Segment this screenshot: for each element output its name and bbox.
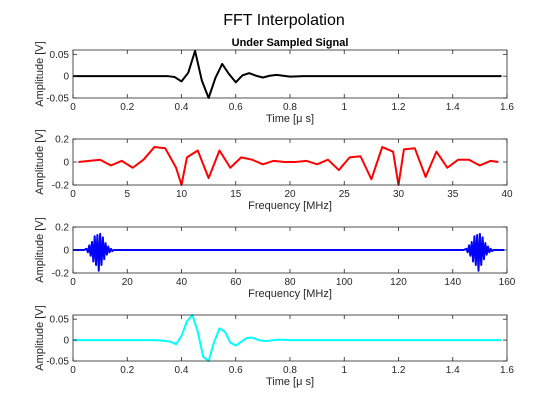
x-tick-label: 25 [339,189,351,200]
series-line-1 [73,49,502,99]
x-tick-label: 140 [444,277,461,288]
x-tick-label: 100 [336,277,353,288]
x-tick-label: 40 [501,189,513,200]
x-tick-label: 1.6 [500,365,514,376]
y-tick-label: 0 [63,336,69,347]
plot-area [73,50,507,98]
x-tick-label: 120 [390,277,407,288]
x-tick-label: 0.8 [283,365,297,376]
figure-title: FFT Interpolation [223,12,345,29]
x-tick-label: 30 [393,189,405,200]
y-tick-label: 0.05 [50,315,70,326]
y-tick-label: 0.2 [55,223,69,234]
x-tick-label: 80 [284,277,296,288]
x-tick-label: 35 [447,189,459,200]
x-tick-label: 1.4 [446,365,460,376]
y-tick-label: -0.05 [46,94,69,105]
x-tick-label: 0 [70,189,76,200]
series-line-1 [78,146,499,186]
y-axis-label: Amplitude [V] [34,41,46,106]
x-axis-label: Time [μ s] [266,113,314,125]
y-tick-label: -0.05 [46,357,69,368]
x-tick-label: 0.2 [120,365,134,376]
x-tick-label: 1.4 [446,102,460,113]
x-tick-label: 1.6 [500,102,514,113]
x-tick-label: 0.4 [175,365,189,376]
x-tick-label: 1 [341,365,347,376]
x-tick-label: 0 [70,102,76,113]
x-tick-label: 0.2 [120,102,134,113]
y-tick-label: 0 [63,72,69,83]
x-tick-label: 0.4 [175,102,189,113]
y-tick-label: 0.2 [55,135,69,146]
x-tick-label: 20 [122,277,134,288]
x-tick-label: 10 [176,189,188,200]
y-tick-label: -0.2 [52,269,70,280]
x-tick-label: 60 [230,277,242,288]
x-axis-label: Frequency [MHz] [248,288,332,300]
x-tick-label: 0 [70,365,76,376]
y-axis-label: Amplitude [V] [34,217,46,282]
x-tick-label: 0.6 [229,102,243,113]
y-axis-label: Amplitude [V] [34,305,46,370]
x-axis-label: Time [μ s] [266,376,314,388]
x-tick-label: 20 [284,189,296,200]
plot-area [73,315,507,361]
x-tick-label: 0 [70,277,76,288]
x-tick-label: 40 [176,277,188,288]
x-tick-label: 160 [499,277,516,288]
y-tick-label: 0.05 [50,50,70,61]
x-tick-label: 1.2 [392,102,406,113]
x-tick-label: 15 [230,189,242,200]
y-tick-label: 0 [63,158,69,169]
chart-title: Under Sampled Signal [232,37,349,49]
x-tick-label: 1 [341,102,347,113]
x-tick-label: 0.8 [283,102,297,113]
series-line-1 [73,232,505,272]
x-tick-label: 5 [124,189,130,200]
y-tick-label: 0 [63,246,69,257]
x-tick-label: 0.6 [229,365,243,376]
y-axis-label: Amplitude [V] [34,129,46,194]
series-line-1 [73,314,502,362]
y-tick-label: -0.2 [52,181,70,192]
x-axis-label: Frequency [MHz] [248,200,332,212]
x-tick-label: 1.2 [392,365,406,376]
